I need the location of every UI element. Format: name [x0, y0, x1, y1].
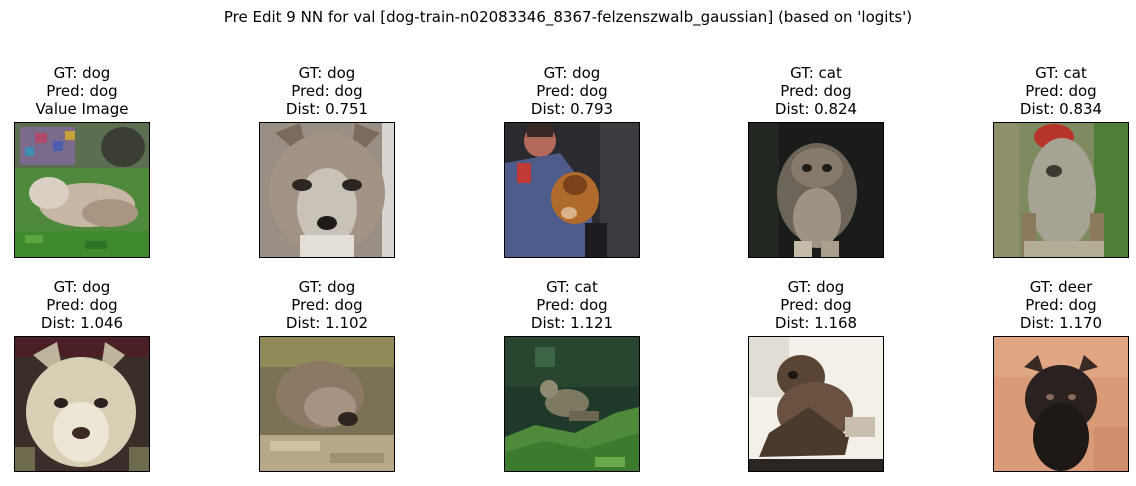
pred-label: Pred: dog: [780, 296, 852, 314]
panel-neighbor-7: GT: cat Pred: dog Dist: 1.121: [504, 278, 640, 472]
pred-label: Pred: dog: [291, 82, 363, 100]
gt-label: GT: dog: [787, 278, 845, 296]
panel-neighbor-8: GT: dog Pred: dog Dist: 1.168: [748, 278, 884, 472]
dist-label: Dist: 0.834: [1019, 100, 1103, 118]
panel-caption: GT: dog Pred: dog Dist: 1.102: [219, 278, 435, 332]
panel-neighbor-9: GT: deer Pred: dog Dist: 1.170: [993, 278, 1129, 472]
panel-neighbor-5: GT: dog Pred: dog Dist: 1.046: [14, 278, 150, 472]
gt-label: GT: dog: [53, 64, 111, 82]
pred-label: Pred: dog: [780, 82, 852, 100]
pred-label: Pred: dog: [1025, 296, 1097, 314]
panel-caption: GT: dog Pred: dog Dist: 1.046: [0, 278, 190, 332]
dist-label: Dist: 0.751: [285, 100, 369, 118]
panel-value-image: GT: dog Pred: dog Value Image: [14, 64, 150, 258]
panel-neighbor-6: GT: dog Pred: dog Dist: 1.102: [259, 278, 395, 472]
gt-label: GT: deer: [1029, 278, 1093, 296]
panel-caption: GT: dog Pred: dog Dist: 0.793: [464, 64, 680, 118]
gt-label: GT: dog: [298, 64, 356, 82]
pred-label: Pred: dog: [46, 296, 118, 314]
thumbnail-image: [748, 336, 884, 472]
figure-title: Pre Edit 9 NN for val [dog-train-n020833…: [223, 8, 913, 26]
dist-label: Dist: 1.046: [40, 314, 124, 332]
panel-neighbor-1: GT: dog Pred: dog Dist: 0.751: [259, 64, 395, 258]
dist-label: Dist: 1.170: [1019, 314, 1103, 332]
pred-label: Pred: dog: [46, 82, 118, 100]
panel-caption: GT: dog Pred: dog Value Image: [0, 64, 190, 118]
panel-caption: GT: deer Pred: dog Dist: 1.170: [953, 278, 1136, 332]
panel-neighbor-3: GT: cat Pred: dog Dist: 0.824: [748, 64, 884, 258]
thumbnail-image: [14, 336, 150, 472]
pred-label: Pred: dog: [1025, 82, 1097, 100]
gt-label: GT: dog: [53, 278, 111, 296]
dist-label: Dist: 0.793: [530, 100, 614, 118]
panel-neighbor-4: GT: cat Pred: dog Dist: 0.834: [993, 64, 1129, 258]
gt-label: GT: cat: [790, 64, 842, 82]
dist-label: Dist: 1.168: [774, 314, 858, 332]
dist-label: Dist: 1.121: [530, 314, 614, 332]
thumbnail-image: [993, 122, 1129, 258]
extra-label: Value Image: [35, 100, 129, 118]
gt-label: GT: dog: [298, 278, 356, 296]
thumbnail-image: [14, 122, 150, 258]
thumbnail-image: [993, 336, 1129, 472]
pred-label: Pred: dog: [536, 82, 608, 100]
gt-label: GT: dog: [543, 64, 601, 82]
pred-label: Pred: dog: [291, 296, 363, 314]
gt-label: GT: cat: [1035, 64, 1087, 82]
thumbnail-image: [504, 336, 640, 472]
panel-caption: GT: dog Pred: dog Dist: 0.751: [219, 64, 435, 118]
dist-label: Dist: 1.102: [285, 314, 369, 332]
panel-caption: GT: dog Pred: dog Dist: 1.168: [708, 278, 924, 332]
thumbnail-image: [259, 336, 395, 472]
thumbnail-image: [748, 122, 884, 258]
gt-label: GT: cat: [546, 278, 598, 296]
panel-caption: GT: cat Pred: dog Dist: 0.834: [953, 64, 1136, 118]
pred-label: Pred: dog: [536, 296, 608, 314]
panel-caption: GT: cat Pred: dog Dist: 0.824: [708, 64, 924, 118]
dist-label: Dist: 0.824: [774, 100, 858, 118]
thumbnail-image: [504, 122, 640, 258]
panel-caption: GT: cat Pred: dog Dist: 1.121: [464, 278, 680, 332]
panel-neighbor-2: GT: dog Pred: dog Dist: 0.793: [504, 64, 640, 258]
thumbnail-image: [259, 122, 395, 258]
